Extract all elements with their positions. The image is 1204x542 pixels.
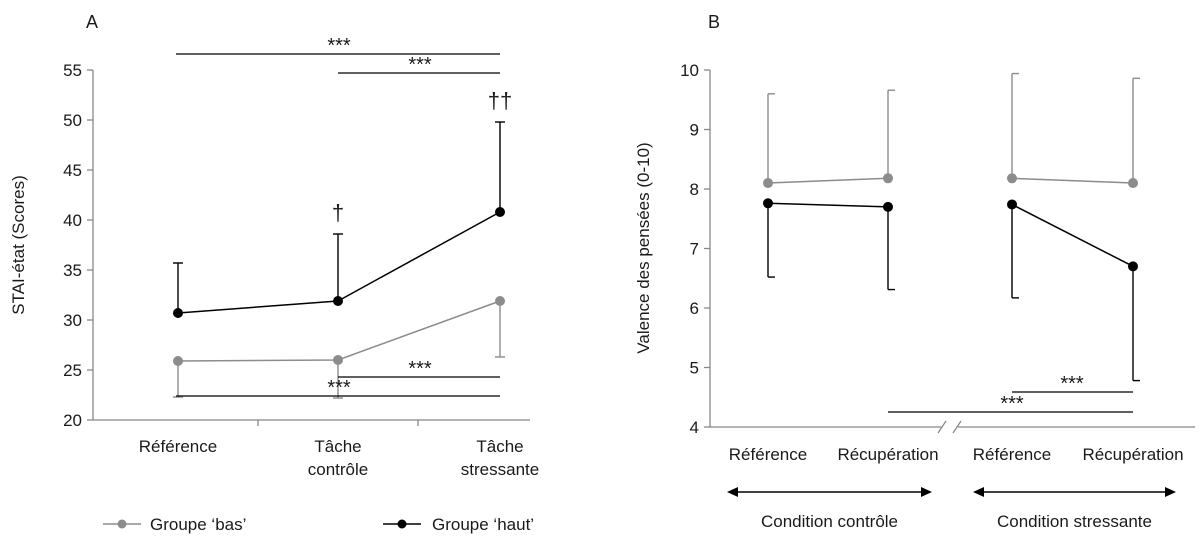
group-label-b: Condition contrôle <box>761 512 898 531</box>
x-category-label-a: Tâche <box>476 437 523 456</box>
series-line-b <box>767 177 889 184</box>
panel-a-label: A <box>86 12 98 32</box>
y-axis-label-b: Valence des pensées (0-10) <box>634 142 653 353</box>
y-tick-label-a: 45 <box>63 161 82 180</box>
y-tick-label-a: 25 <box>63 361 82 380</box>
y-tick-label-a: 30 <box>63 311 82 330</box>
group-label-b: Condition stressante <box>997 512 1152 531</box>
y-tick-label-b: 10 <box>680 61 699 80</box>
significance-stars-b: *** <box>1060 373 1084 395</box>
y-tick-label-b: 8 <box>690 180 699 199</box>
group-arrow-head-b <box>973 487 984 497</box>
legend: Groupe ‘bas’ Groupe ‘haut’ <box>103 515 534 534</box>
group-arrow-head-b <box>1165 487 1176 497</box>
data-point-b <box>1128 261 1138 272</box>
y-axis-label-a: STAI-état (Scores) <box>9 175 28 315</box>
y-tick-label-b: 5 <box>690 359 699 378</box>
y-tick-label-a: 55 <box>63 61 82 80</box>
series-line-b <box>1011 177 1134 184</box>
data-point-a <box>173 356 183 366</box>
panel-b-chart: B 4 5 6 7 8 9 10 Valence des pensées (0-10) Référ… <box>634 12 1195 531</box>
y-tick-label-a: 50 <box>63 111 82 130</box>
data-point-b <box>883 173 893 184</box>
legend-marker <box>397 519 407 529</box>
series-line-b <box>767 202 889 208</box>
significance-dagger-a: †† <box>488 88 512 113</box>
data-point-b <box>1128 178 1138 189</box>
significance-stars-a: *** <box>327 377 351 399</box>
x-category-label-b: Référence <box>973 445 1051 464</box>
y-tick-label-b: 9 <box>690 121 699 140</box>
legend-label: Groupe ‘bas’ <box>150 515 246 534</box>
panel-b-label: B <box>708 12 720 32</box>
significance-stars-a: *** <box>327 35 351 57</box>
x-category-label-b: Référence <box>729 445 807 464</box>
y-tick-label-a: 35 <box>63 261 82 280</box>
significance-stars-b: *** <box>1000 393 1024 415</box>
data-point-b <box>1007 199 1017 210</box>
y-tick-label-b: 6 <box>690 299 699 318</box>
x-category-label-b: Récupération <box>1082 445 1183 464</box>
y-tick-label-b: 4 <box>690 418 699 437</box>
data-point-a <box>495 296 505 306</box>
x-category-label-b: Récupération <box>837 445 938 464</box>
y-tick-label-a: 20 <box>63 411 82 430</box>
data-point-b <box>763 198 773 209</box>
axis-break-mark-b <box>937 420 947 434</box>
data-point-b <box>763 178 773 189</box>
data-point-b <box>883 201 893 212</box>
axis-break-mark-b <box>952 420 962 434</box>
data-point-a <box>333 355 343 365</box>
significance-stars-a: *** <box>408 54 432 76</box>
data-point-a <box>495 207 505 217</box>
legend-label: Groupe ‘haut’ <box>432 515 534 534</box>
x-category-label-a: stressante <box>461 460 539 479</box>
panel-a-chart: A 20 25 30 35 40 45 50 55 STAI-état (Scores) Référ… <box>9 12 539 479</box>
significance-dagger-a: † <box>332 200 344 225</box>
y-tick-label-a: 40 <box>63 211 82 230</box>
data-point-b <box>1007 173 1017 184</box>
series-line-b <box>1011 203 1134 268</box>
y-tick-label-b: 7 <box>690 240 699 259</box>
data-point-a <box>333 296 343 306</box>
x-category-label-a: Référence <box>139 437 217 456</box>
x-category-label-a: Tâche <box>314 437 361 456</box>
significance-stars-a: *** <box>408 358 432 380</box>
x-category-label-a: contrôle <box>308 460 368 479</box>
group-arrow-head-b <box>921 487 932 497</box>
group-arrow-head-b <box>727 487 738 497</box>
data-point-a <box>173 308 183 318</box>
legend-marker <box>117 519 127 529</box>
